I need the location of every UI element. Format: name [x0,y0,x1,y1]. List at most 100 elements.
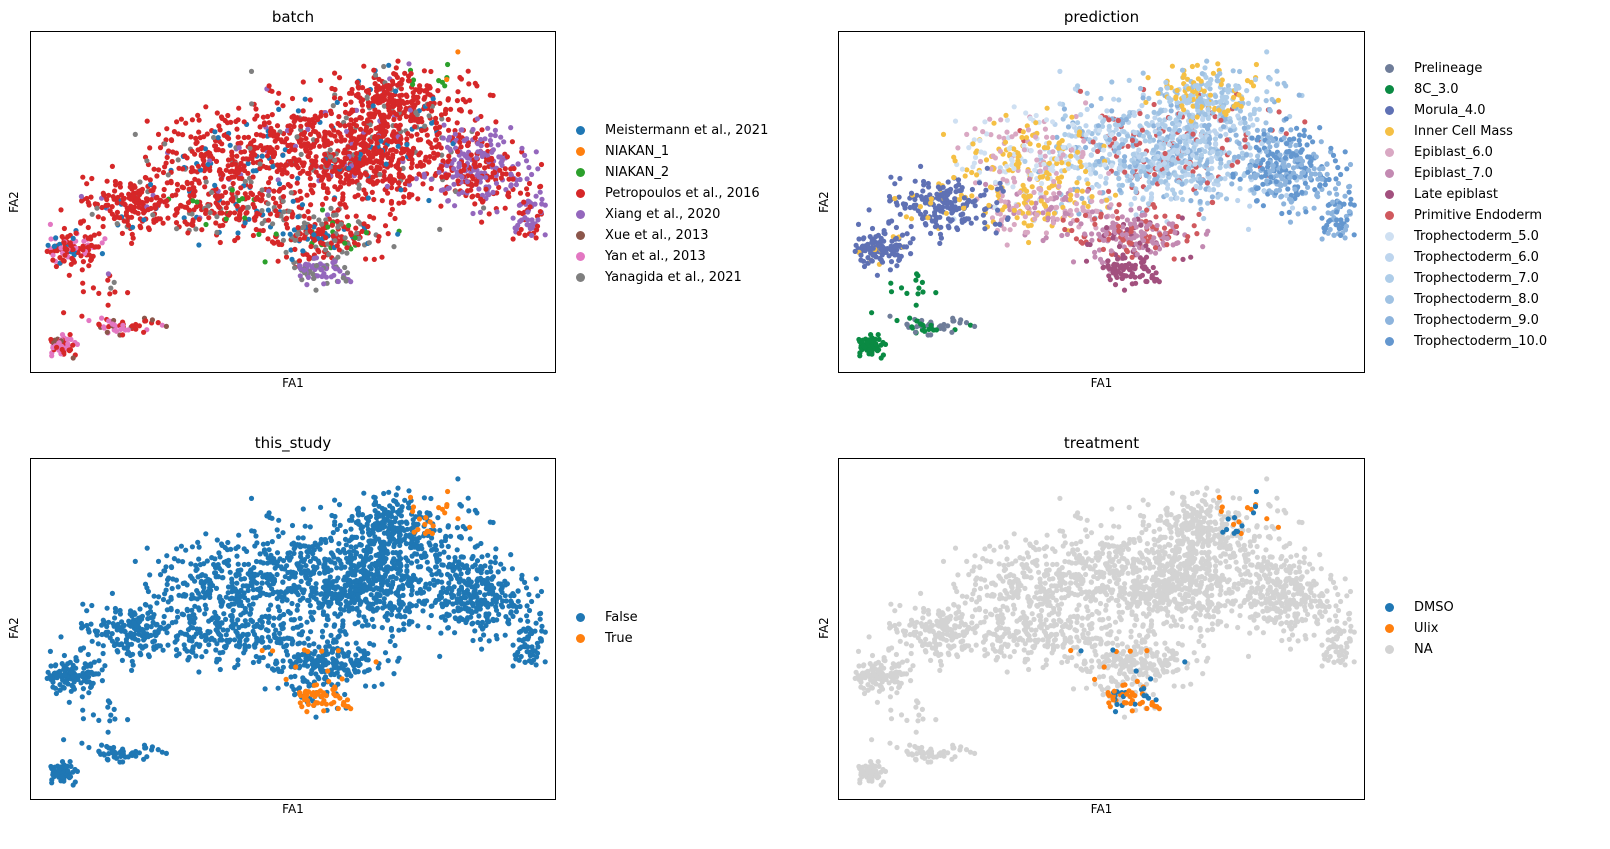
data-point [378,138,384,144]
data-point [235,117,241,123]
data-point [1132,274,1138,280]
data-point [535,166,541,172]
data-point [1044,197,1050,204]
data-point [1154,144,1160,150]
data-point [1060,144,1067,150]
data-point [385,231,391,237]
data-point [1126,261,1132,267]
data-point [283,216,289,222]
data-point [997,148,1003,154]
data-point [500,171,506,177]
data-point [936,203,942,209]
data-point [451,157,457,163]
data-point [381,131,387,137]
data-point [966,145,972,151]
data-point [242,191,248,197]
data-point [335,207,341,213]
data-point [1097,127,1103,133]
data-point [431,155,437,161]
data-point [155,216,161,222]
data-point [419,119,425,125]
data-point [490,170,496,176]
data-point [123,209,129,216]
data-point [1204,143,1210,149]
data-point [970,141,976,147]
data-point [1001,226,1007,232]
data-point [939,193,945,199]
data-point [996,134,1002,140]
data-point [1292,186,1298,192]
data-point [512,225,518,231]
data-point [894,252,900,258]
data-point [1203,74,1209,80]
data-point [342,240,348,246]
data-point [1042,126,1048,132]
data-point [498,134,504,140]
data-point [53,235,59,241]
data-point [341,180,347,186]
data-point [1081,138,1087,144]
data-point [68,242,74,249]
data-point [129,214,135,220]
data-point [1056,183,1062,189]
data-point [1176,114,1183,120]
data-point [1324,171,1330,177]
data-point [1033,112,1039,119]
data-point [1215,78,1221,84]
data-point [386,62,392,68]
data-point [274,144,280,151]
data-point [1194,114,1200,120]
data-point [298,137,304,143]
data-point [1148,197,1154,203]
data-point [1054,160,1060,167]
data-point [470,193,476,199]
data-point [1137,274,1143,280]
data-point [1150,240,1156,246]
data-point [286,148,292,154]
data-point [1145,247,1151,253]
data-point [323,274,329,280]
data-point [206,215,212,221]
data-point [1145,268,1152,274]
data-point [125,222,132,228]
data-point [93,244,99,250]
data-point [525,191,531,197]
data-point [1022,214,1028,220]
data-point [1174,149,1181,155]
data-point [1244,78,1251,84]
data-point [467,109,473,115]
data-point [349,86,355,93]
data-point [1335,180,1342,187]
data-point [448,106,454,112]
data-point [1020,129,1026,135]
data-point [1299,170,1305,176]
data-point [433,144,440,150]
data-point [1074,217,1080,223]
data-point [1318,139,1324,145]
data-point [1134,251,1140,257]
data-point [109,204,115,210]
data-point [1260,157,1266,163]
data-point [1085,203,1091,209]
data-point [275,132,281,138]
data-point [241,149,248,155]
data-point [329,168,335,175]
data-point [1025,168,1031,174]
data-point [1254,172,1261,178]
data-point [112,188,118,194]
data-point [165,215,171,221]
data-point [438,112,445,118]
data-point [1094,208,1101,214]
data-point [352,235,358,241]
data-point [1051,210,1057,216]
data-point [45,242,51,248]
data-point [235,170,241,176]
data-point [283,221,289,227]
data-point [184,221,190,227]
data-point [1304,142,1310,148]
data-point [1277,183,1284,189]
data-point [1168,196,1174,202]
data-point [195,112,201,118]
data-point [945,223,951,229]
data-point [304,282,310,288]
